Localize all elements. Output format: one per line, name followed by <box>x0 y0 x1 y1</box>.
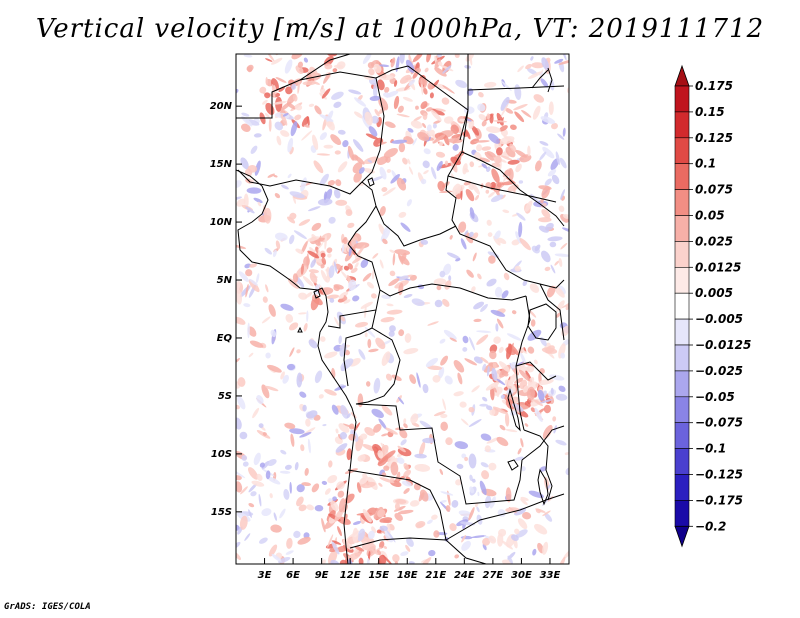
colorbar-swatch <box>674 163 690 190</box>
colorbar-swatch <box>674 111 690 139</box>
colorbar-label: 0.075 <box>695 183 733 197</box>
longitude-axis: 3E 6E 9E 12E 15E 18E 21E 24E 27E 30E 33E <box>258 558 561 581</box>
colorbar-label: −0.075 <box>695 416 743 430</box>
grads-credit: GrADS: IGES/COLA <box>4 602 91 612</box>
colorbar-swatch <box>674 292 690 320</box>
lon-label: 27E <box>483 570 504 581</box>
colorbar-label: −0.005 <box>695 312 743 326</box>
lon-label: 21E <box>425 570 446 581</box>
lat-label: 15N <box>210 159 233 170</box>
colorbar-bottom-arrow <box>674 525 690 548</box>
latitude-axis: 20N 15N 10N 5N EQ 5S 10S 15S <box>210 101 242 518</box>
lat-label: 10N <box>210 217 233 228</box>
colorbar-swatch <box>674 474 690 501</box>
lat-label: 20N <box>210 101 233 112</box>
colorbar-label: −0.1 <box>695 442 726 456</box>
colorbar-swatch <box>674 137 690 165</box>
lon-label: 24E <box>454 570 475 581</box>
colorbar-label: 0.175 <box>695 79 733 93</box>
colorbar-swatch <box>674 448 690 475</box>
colorbar-swatch <box>674 266 690 294</box>
lon-label: 9E <box>315 570 329 581</box>
colorbar-swatch <box>674 241 690 268</box>
colorbar-label: 0.025 <box>695 234 733 248</box>
lon-label: 6E <box>286 570 300 581</box>
colorbar-swatch <box>674 318 690 346</box>
lon-label: 18E <box>397 570 418 581</box>
velocity-field <box>236 54 569 564</box>
colorbar-top-arrow <box>674 64 690 87</box>
country-borders <box>236 54 565 564</box>
colorbar-label: −0.025 <box>695 364 743 378</box>
colorbar-label: 0.15 <box>695 105 725 119</box>
lon-label: 33E <box>540 570 561 581</box>
lat-label: 5N <box>217 275 233 286</box>
colorbar-label: −0.2 <box>695 519 726 533</box>
lon-label: 12E <box>340 570 361 581</box>
colorbar-label: 0.0125 <box>695 260 741 274</box>
lat-label: 10S <box>211 449 232 460</box>
lat-label: EQ <box>217 333 233 344</box>
colorbar-swatch <box>674 396 690 423</box>
colorbar-swatch <box>674 215 690 242</box>
colorbar-swatch <box>674 189 690 216</box>
colorbar-label: 0.125 <box>695 131 733 145</box>
map-title: Vertical velocity [m/s] at 1000hPa, VT: … <box>35 14 765 44</box>
colorbar-label: −0.175 <box>695 493 743 507</box>
colorbar-label: 0.1 <box>695 157 716 171</box>
lon-label: 30E <box>511 570 532 581</box>
lon-label: 3E <box>258 570 272 581</box>
colorbar-label: −0.125 <box>695 468 743 482</box>
colorbar: 0.175 0.15 0.125 0.1 0.075 0.05 0.025 0.0125 0.0… <box>674 64 751 548</box>
colorbar-swatch <box>674 85 690 113</box>
colorbar-swatch <box>674 422 690 449</box>
lat-label: 5S <box>218 391 232 402</box>
plot-frame <box>235 53 570 565</box>
colorbar-swatch <box>674 370 690 398</box>
colorbar-label: 0.005 <box>695 286 733 300</box>
colorbar-swatch <box>674 500 690 527</box>
colorbar-swatch <box>674 344 690 372</box>
colorbar-label: −0.05 <box>695 390 735 404</box>
colorbar-label: 0.05 <box>695 209 725 223</box>
colorbar-label: −0.0125 <box>695 338 751 352</box>
lon-label: 15E <box>368 570 389 581</box>
lat-label: 15S <box>211 507 232 518</box>
